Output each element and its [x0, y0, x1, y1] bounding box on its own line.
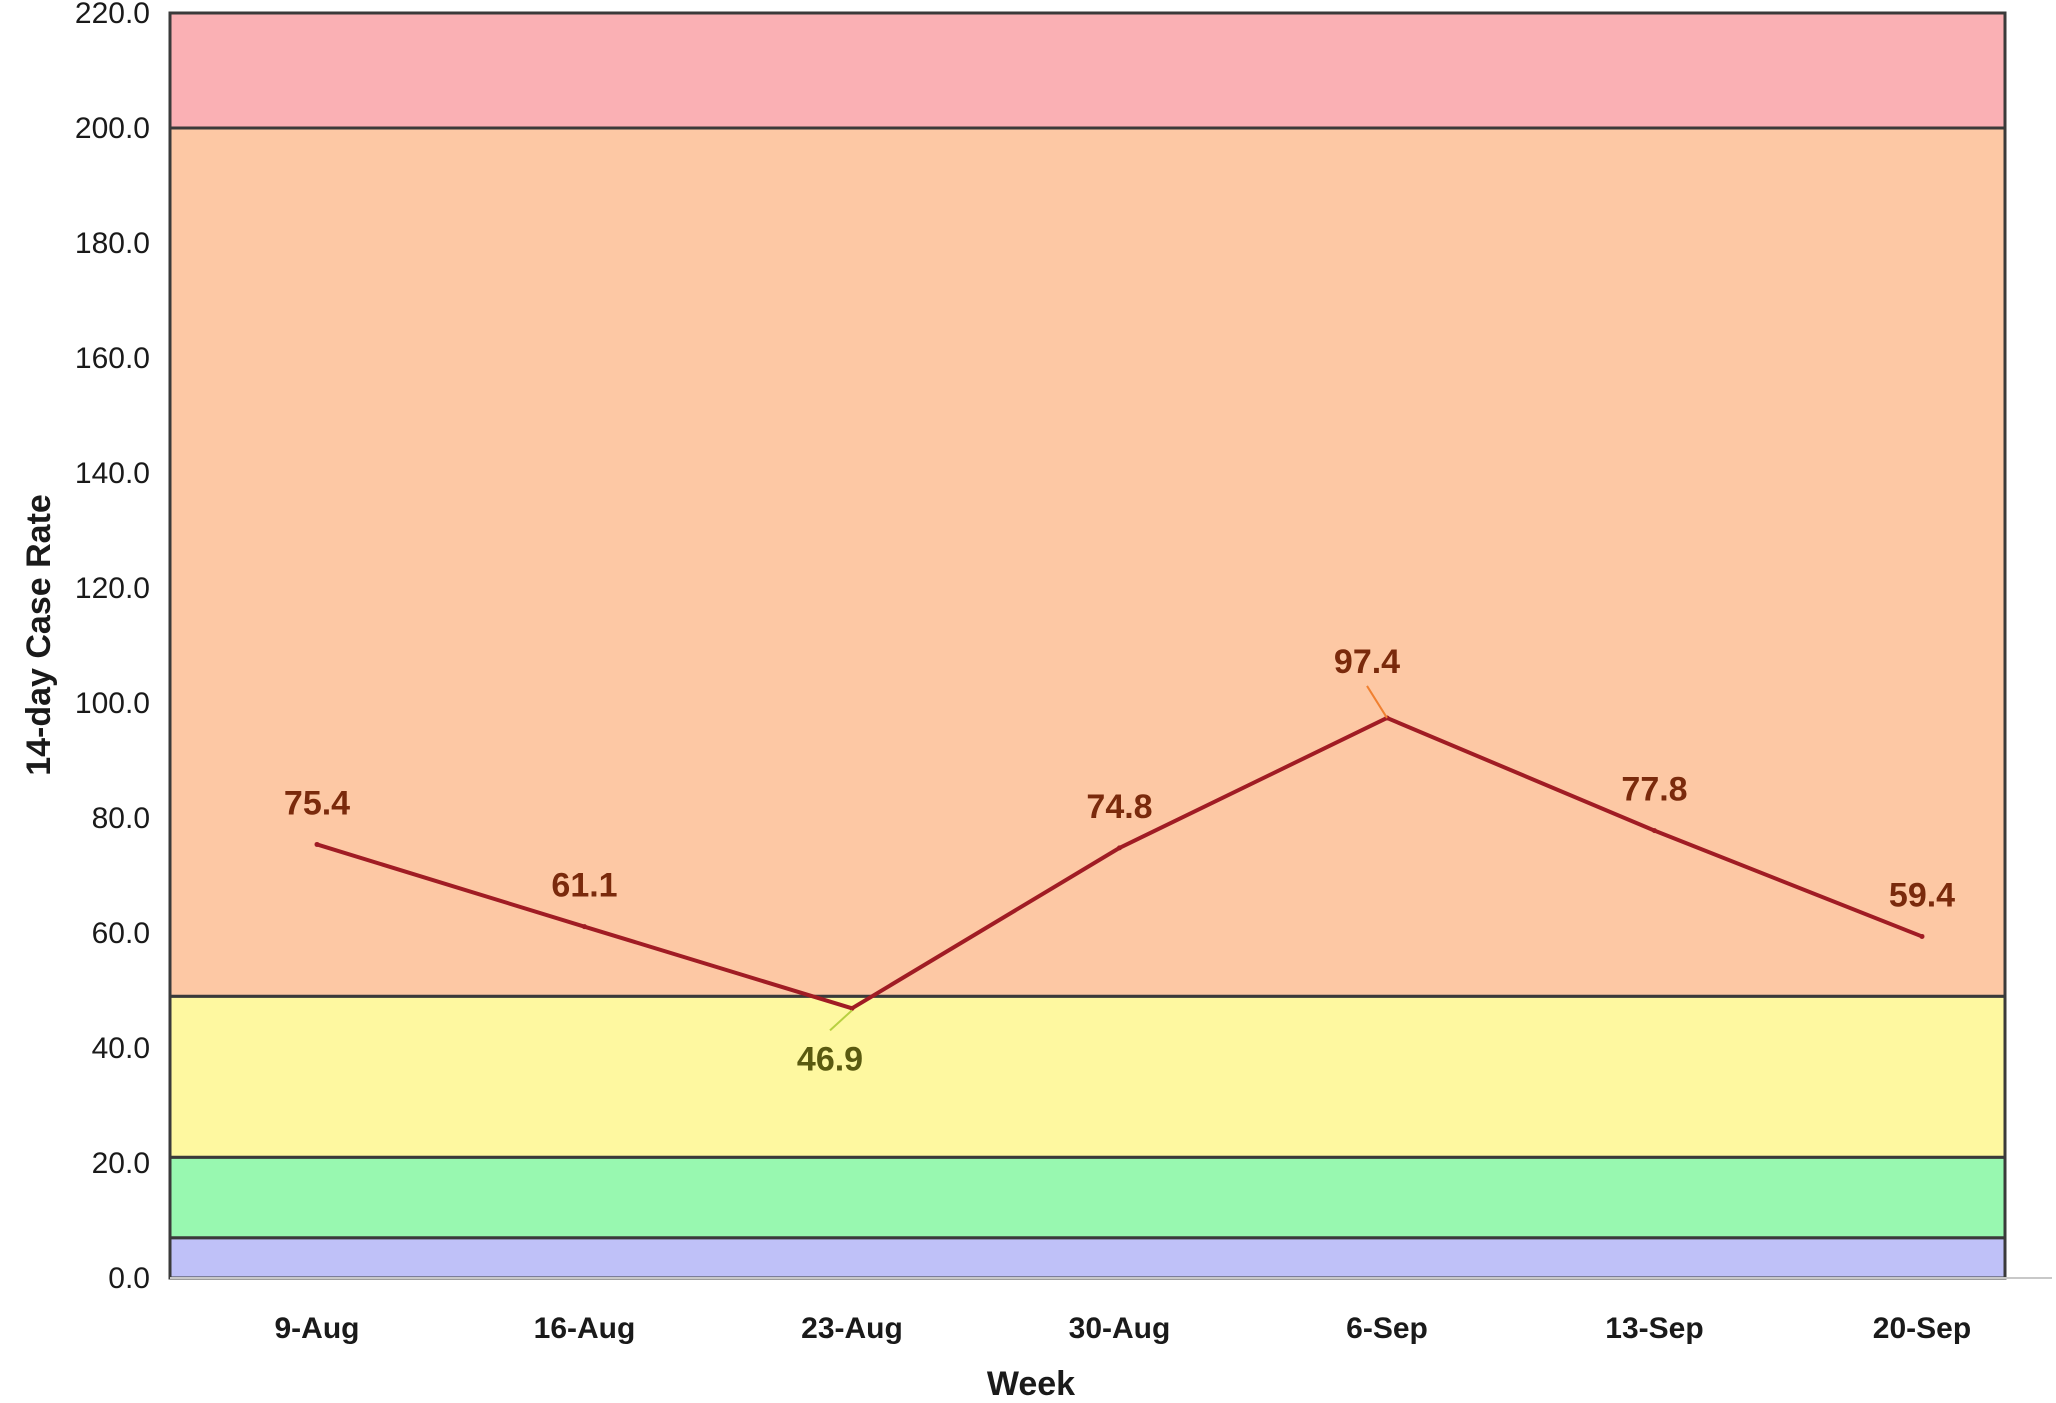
data-label: 74.8	[1086, 788, 1152, 826]
data-label: 75.4	[284, 784, 350, 822]
data-label: 97.4	[1334, 643, 1400, 681]
data-point	[1117, 845, 1122, 851]
data-point	[314, 841, 320, 847]
threshold-bands	[168, 11, 2007, 1280]
x-axis-tick-labels: 9-Aug 16-Aug 23-Aug 30-Aug 6-Sep 13-Sep 20-Sep	[275, 1312, 1972, 1345]
y-tick-label: 200.0	[75, 112, 150, 145]
threshold-band-4	[168, 11, 2007, 130]
y-tick-label: 220.0	[75, 0, 150, 30]
data-point	[582, 924, 587, 930]
x-tick-label: 16-Aug	[534, 1312, 636, 1345]
y-tick-label: 20.0	[92, 1147, 150, 1180]
data-label: 46.9	[797, 1040, 863, 1078]
threshold-band-0	[168, 1236, 2007, 1280]
y-axis-title: 14-day Case Rate	[20, 494, 58, 776]
data-label-leader	[1366, 685, 1388, 719]
x-tick-label: 30-Aug	[1069, 1312, 1171, 1345]
x-tick-label: 23-Aug	[801, 1312, 903, 1345]
y-axis-tick-labels: 0.0 20.0 40.0 60.0 80.0 100.0 120.0 140.0 160.0 1…	[75, 0, 150, 1295]
y-tick-label: 160.0	[75, 342, 150, 375]
y-tick-label: 180.0	[75, 227, 150, 260]
threshold-band-2	[168, 994, 2007, 1159]
data-label: 59.4	[1889, 876, 1955, 914]
y-tick-label: 100.0	[75, 687, 150, 720]
x-tick-label: 9-Aug	[275, 1312, 360, 1345]
data-label: 61.1	[551, 867, 617, 905]
x-tick-label: 6-Sep	[1346, 1312, 1428, 1345]
y-tick-label: 40.0	[92, 1032, 150, 1065]
data-labels: 75.4 61.1 46.9 74.8 97.4 77.8 59.4	[284, 643, 1955, 1078]
y-tick-label: 80.0	[92, 802, 150, 835]
threshold-band-1	[168, 1155, 2007, 1240]
x-tick-label: 13-Sep	[1605, 1312, 1703, 1345]
y-tick-label: 120.0	[75, 572, 150, 605]
y-tick-label: 0.0	[108, 1262, 150, 1295]
data-point	[1919, 933, 1925, 939]
x-axis-title: Week	[987, 1365, 1075, 1398]
data-label-leader	[829, 1009, 853, 1032]
threshold-band-3	[168, 126, 2007, 998]
y-tick-label: 140.0	[75, 457, 150, 490]
x-tick-label: 20-Sep	[1873, 1312, 1971, 1345]
data-point	[1652, 828, 1657, 834]
y-tick-label: 60.0	[92, 917, 150, 950]
data-point	[849, 1005, 855, 1011]
data-label: 77.8	[1621, 771, 1687, 809]
